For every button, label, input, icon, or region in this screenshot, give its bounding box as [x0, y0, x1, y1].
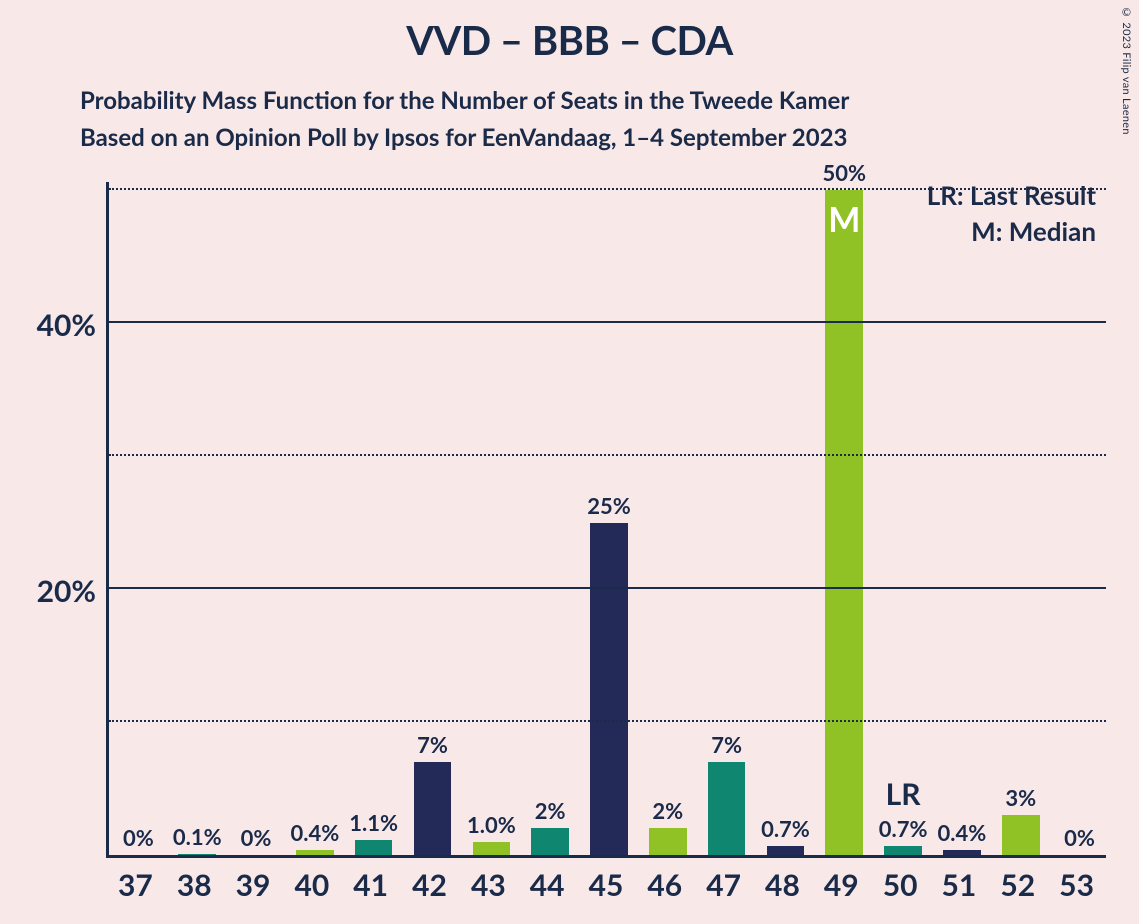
bar-value-label: 2%	[638, 797, 697, 824]
xtick-label: 50	[871, 867, 930, 903]
xtick-label: 44	[518, 867, 577, 903]
chart-subtitle: Probability Mass Function for the Number…	[80, 82, 1059, 156]
bar-value-label: 3%	[991, 784, 1050, 811]
plot-area: LR: Last Result M: Median 0%0.1%0%0.4%1.…	[106, 182, 1106, 858]
bar-value-label: 50%	[815, 159, 874, 186]
xtick-label: 40	[282, 867, 341, 903]
xtick-label: 42	[400, 867, 459, 903]
xtick-label: 46	[635, 867, 694, 903]
bar-value-label: 7%	[403, 731, 462, 758]
bar-value-label: 7%	[697, 731, 756, 758]
median-marker: M	[815, 199, 874, 240]
bar-value-label: 2%	[521, 797, 580, 824]
xtick-label: 47	[694, 867, 753, 903]
bar-value-label: 1.1%	[344, 809, 403, 836]
bar-slot: 50%M	[815, 182, 874, 855]
bar-slot: 0%	[227, 182, 286, 855]
xtick-label: 53	[1047, 867, 1106, 903]
lr-annotation: LR	[874, 776, 933, 812]
bar-slot: 0.4%	[285, 182, 344, 855]
bar	[590, 523, 628, 856]
bar-slot: 0.1%	[168, 182, 227, 855]
bar-slot: 25%	[580, 182, 639, 855]
bar-value-label: 0.4%	[933, 819, 992, 846]
xtick-label: 38	[165, 867, 224, 903]
gridline	[109, 587, 1106, 589]
title-block: VVD – BBB – CDA Probability Mass Functio…	[0, 16, 1139, 156]
subtitle-line-2: Based on an Opinion Poll by Ipsos for Ee…	[80, 123, 847, 152]
subtitle-line-1: Probability Mass Function for the Number…	[80, 86, 849, 115]
bar-value-label: 25%	[580, 492, 639, 519]
bar-slot: 0.7% LR	[874, 182, 933, 855]
gridline	[109, 321, 1106, 323]
bar-value-label: 0%	[109, 824, 168, 851]
bar-value-label: 0.1%	[168, 823, 227, 850]
bar-slot: 0%	[109, 182, 168, 855]
bar	[767, 846, 805, 855]
bar-value-label: 0%	[227, 824, 286, 851]
bar-slot: 7%	[697, 182, 756, 855]
bar-value-label: 0.7%	[756, 815, 815, 842]
bar-value-label: 0.7%	[874, 815, 933, 842]
x-axis: 3738394041424344454647484950515253	[106, 867, 1106, 917]
bar	[531, 828, 569, 855]
bar-slot: 2%	[521, 182, 580, 855]
bar-value-label: 0.4%	[285, 819, 344, 846]
bar-slot: 7%	[403, 182, 462, 855]
xtick-label: 51	[930, 867, 989, 903]
gridline	[109, 720, 1106, 722]
xtick-label: 49	[812, 867, 871, 903]
xtick-label: 43	[459, 867, 518, 903]
bar-slot: 0.4%	[933, 182, 992, 855]
bar-slot: 1.1%	[344, 182, 403, 855]
bar-slot: 0.7%	[756, 182, 815, 855]
ytick-label: 20%	[37, 573, 96, 609]
copyright: © 2023 Filip van Laenen	[1120, 6, 1133, 135]
xtick-label: 37	[106, 867, 165, 903]
bar-value-label: 0%	[1050, 824, 1109, 851]
xtick-label: 39	[224, 867, 283, 903]
bar	[943, 850, 981, 855]
bar	[178, 854, 216, 855]
bar-slot: 0%	[1050, 182, 1109, 855]
xtick-label: 41	[341, 867, 400, 903]
xtick-label: 52	[988, 867, 1047, 903]
gridline	[109, 454, 1106, 456]
bars-container: 0%0.1%0%0.4%1.1%7%1.0%2%25%2%7%0.7%50%M0…	[109, 182, 1106, 855]
bar	[884, 846, 922, 855]
bar	[649, 828, 687, 855]
bar-slot: 1.0%	[462, 182, 521, 855]
bar-slot: 2%	[638, 182, 697, 855]
bar	[1002, 815, 1040, 855]
bar	[414, 762, 452, 855]
ytick-label: 40%	[37, 307, 96, 343]
bar	[355, 840, 393, 855]
chart-title: VVD – BBB – CDA	[0, 16, 1139, 64]
bar-value-label: 1.0%	[462, 811, 521, 838]
xtick-label: 45	[577, 867, 636, 903]
bar	[708, 762, 746, 855]
bar	[296, 850, 334, 855]
gridline	[109, 188, 1106, 190]
bar-slot: 3%	[991, 182, 1050, 855]
bar	[473, 842, 511, 855]
bar	[825, 190, 863, 855]
xtick-label: 48	[753, 867, 812, 903]
